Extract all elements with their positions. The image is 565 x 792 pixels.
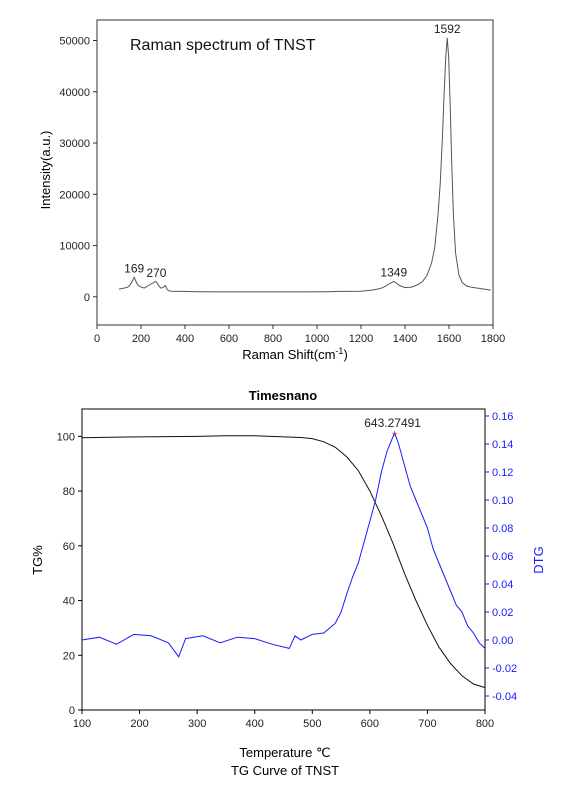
- raman-title: Raman spectrum of TNST: [130, 37, 316, 54]
- raman-x-tick-label: 0: [94, 333, 100, 345]
- raman-chart: Raman spectrum of TNST 01000020000300004…: [38, 19, 505, 362]
- raman-x-tick-label: 600: [220, 333, 238, 345]
- raman-x-tick-label: 1800: [481, 333, 505, 345]
- tg-left-y-ticks: 0 20 40 60 80 100: [57, 431, 82, 717]
- tg-y2-tick-label: 0.14: [492, 439, 513, 451]
- tg-caption: TG Curve of TNST: [231, 763, 339, 778]
- dtg-curve-line: [81, 431, 486, 658]
- raman-y-tick-label: 40000: [59, 87, 90, 99]
- raman-spectrum-line: [118, 37, 491, 293]
- raman-x-tick-label: 1400: [393, 333, 417, 345]
- raman-x-axis-label: Raman Shift(cm-1): [242, 346, 348, 362]
- tg-right-y-ticks: -0.04 -0.02 0.00 0.02 0.04 0.06 0.08 0.10 0.12 0.…: [485, 411, 517, 703]
- raman-x-axis-label-main: Raman Shift(cm: [242, 347, 335, 362]
- tg-y2-tick-label: 0.06: [492, 551, 513, 563]
- raman-y-tick-label: 30000: [59, 138, 90, 150]
- raman-plot-frame: [96, 19, 494, 326]
- tg-y2-tick-label: 0.00: [492, 635, 513, 647]
- raman-peak-label: 169: [124, 261, 144, 275]
- tg-y-tick-label: 40: [63, 596, 75, 608]
- raman-x-tick-label: 200: [132, 333, 150, 345]
- tg-x-tick-label: 300: [188, 718, 206, 730]
- tg-y2-tick-label: -0.02: [492, 663, 517, 675]
- tg-x-tick-label: 500: [303, 718, 321, 730]
- tg-x-axis-label: Temperature ℃: [239, 745, 330, 760]
- raman-x-tick-label: 1600: [437, 333, 461, 345]
- tg-y-tick-label: 20: [63, 650, 75, 662]
- tg-peak-labels: 643.27491+: [364, 416, 421, 440]
- tg-y-tick-label: 100: [57, 431, 75, 443]
- tg-y2-tick-label: 0.02: [492, 607, 513, 619]
- tg-y2-tick-label: -0.04: [492, 691, 517, 703]
- tg-y2-tick-label: 0.04: [492, 579, 513, 591]
- raman-x-axis-label-sup: -1: [335, 346, 343, 356]
- raman-y-tick-label: 10000: [59, 241, 90, 253]
- tg-peak-label: 643.27491: [364, 416, 421, 430]
- raman-y-tick-label: 20000: [59, 189, 90, 201]
- tg-x-tick-label: 700: [418, 718, 436, 730]
- tg-x-ticks: 100 200 300 400 500 600 700 800: [73, 710, 494, 730]
- tg-x-tick-label: 600: [361, 718, 379, 730]
- tg-y-tick-label: 0: [69, 705, 75, 717]
- raman-x-ticks: 0 200 400 600 800 1000 1200 1400 1600 1800: [94, 325, 505, 345]
- tg-chart: Timesnano 0 20 40 60 80 100 -0.04 -0.02 0.00 0.0…: [30, 388, 546, 778]
- raman-x-axis-label-close: ): [343, 347, 347, 362]
- tg-x-tick-label: 800: [476, 718, 494, 730]
- tg-y-tick-label: 80: [63, 486, 75, 498]
- tg-title: Timesnano: [249, 388, 317, 403]
- tg-curve-line: [81, 435, 486, 689]
- tg-peak-marker: +: [392, 429, 398, 440]
- raman-series: [118, 37, 491, 293]
- raman-x-tick-label: 800: [264, 333, 282, 345]
- tg-y2-tick-label: 0.16: [492, 411, 513, 423]
- raman-x-tick-label: 1200: [349, 333, 373, 345]
- tg-plot-frame: [81, 408, 486, 711]
- tg-y-axis-label: TG%: [30, 545, 45, 575]
- tg-x-tick-label: 200: [130, 718, 148, 730]
- tg-series: [81, 431, 486, 689]
- raman-y-tick-label: 0: [84, 292, 90, 304]
- tg-y-tick-label: 60: [63, 541, 75, 553]
- tg-y2-tick-label: 0.08: [492, 523, 513, 535]
- raman-peak-label: 1349: [380, 265, 407, 279]
- tg-y2-tick-label: 0.12: [492, 467, 513, 479]
- tg-x-tick-label: 100: [73, 718, 91, 730]
- raman-peak-label: 1592: [434, 22, 461, 36]
- raman-y-ticks: 0 10000 20000 30000 40000 50000: [59, 36, 97, 304]
- tg-x-tick-label: 400: [246, 718, 264, 730]
- raman-y-tick-label: 50000: [59, 36, 90, 48]
- raman-y-axis-label: Intensity(a.u.): [38, 131, 53, 210]
- raman-x-tick-label: 400: [176, 333, 194, 345]
- tg-y2-axis-label: DTG: [531, 546, 546, 573]
- raman-peak-label: 270: [146, 266, 166, 280]
- raman-peak-labels: 169 270 1349 1592: [124, 22, 461, 280]
- raman-x-tick-label: 1000: [305, 333, 329, 345]
- tg-y2-tick-label: 0.10: [492, 495, 513, 507]
